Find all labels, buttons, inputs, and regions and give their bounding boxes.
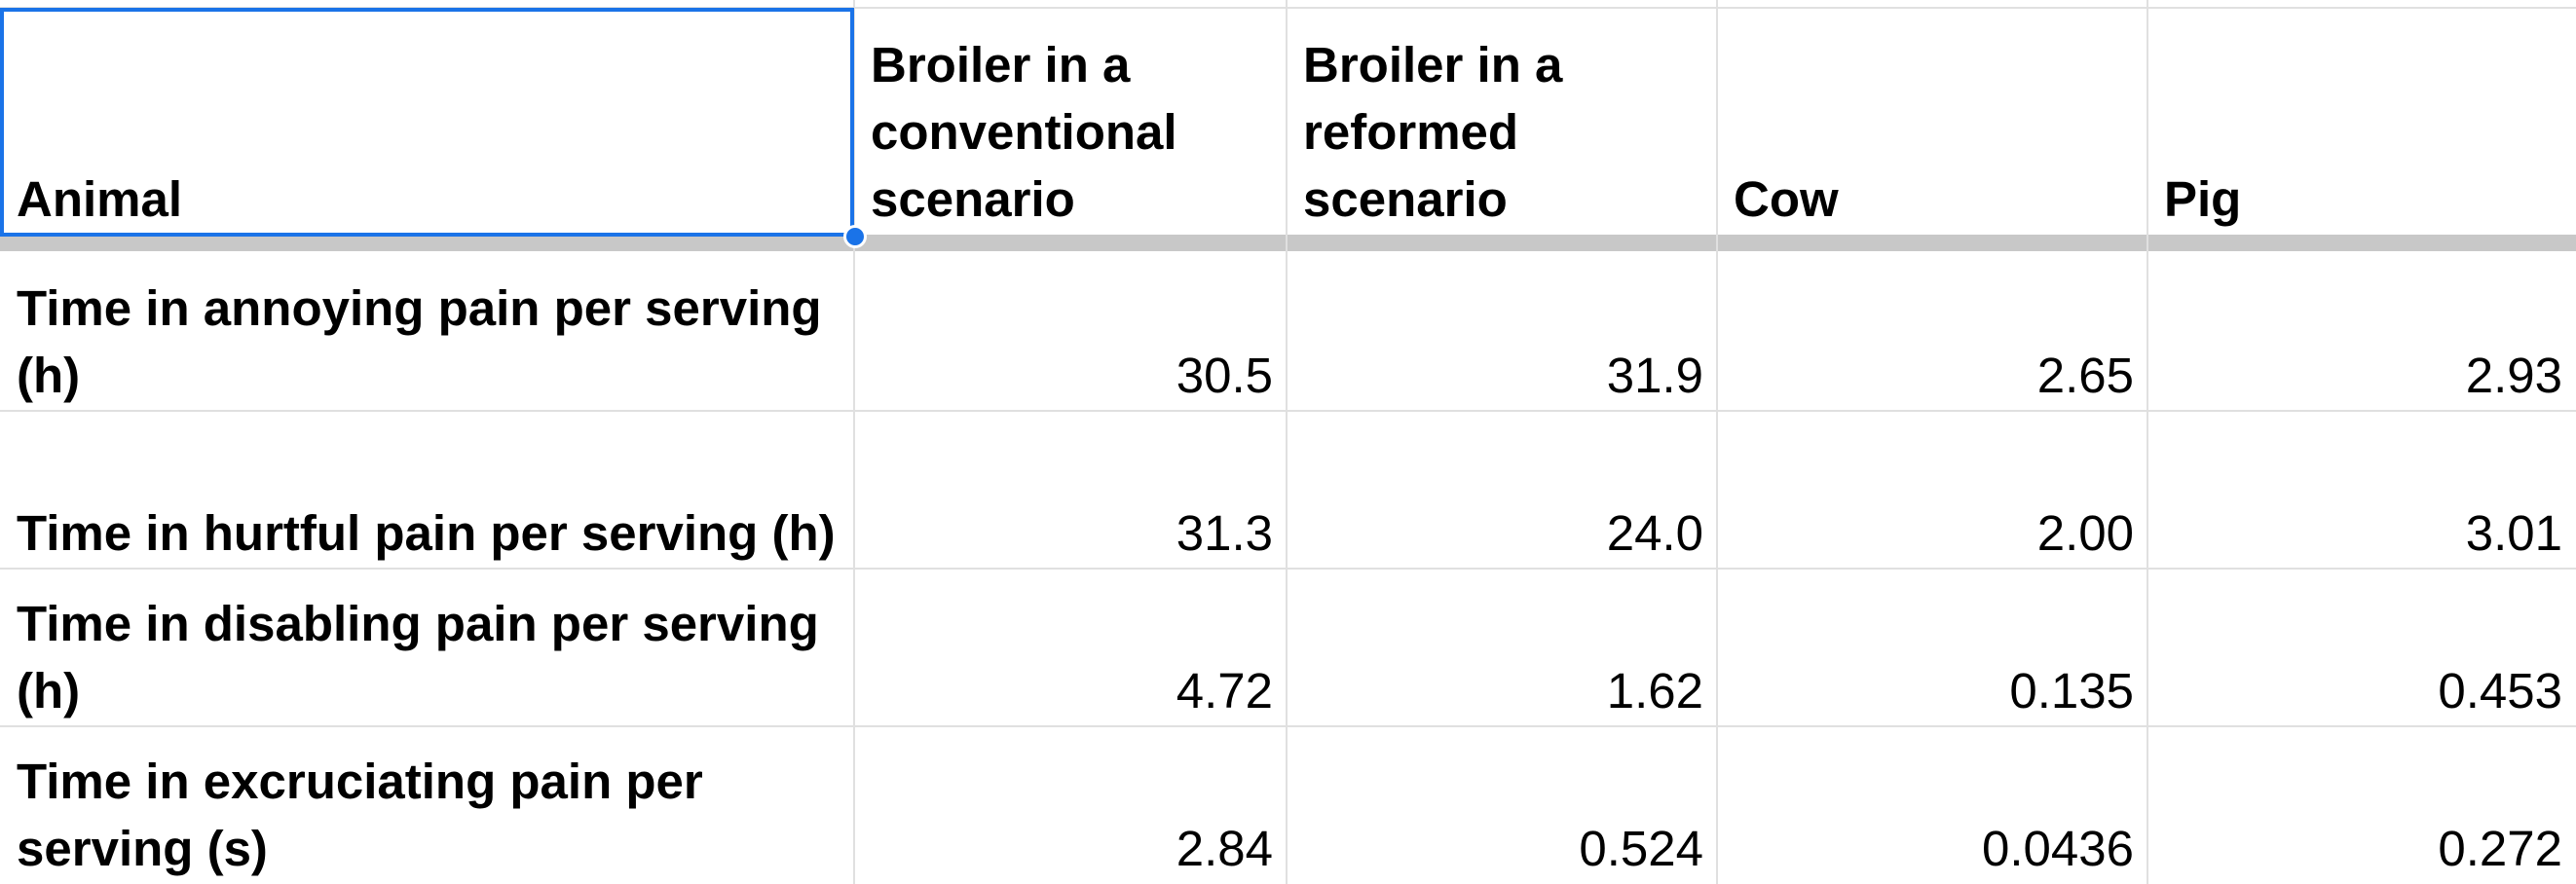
- cell-text: 2.65: [2036, 348, 2134, 403]
- column-divider: [2147, 0, 2148, 884]
- cell-text: Cow: [1734, 171, 1839, 227]
- cell-text: 30.5: [1176, 348, 1273, 403]
- value-cell[interactable]: 0.0436: [1717, 726, 2147, 884]
- cell-text: 2.00: [2036, 505, 2134, 561]
- cell-text: 0.272: [2438, 821, 2562, 876]
- cell-text: Time in hurtful pain per serving (h): [17, 505, 836, 561]
- cell-text: Animal: [17, 171, 183, 227]
- cell-text: 2.84: [1176, 821, 1273, 876]
- cell-text: Broiler in a reformed scenario: [1303, 37, 1563, 227]
- row-label-cell[interactable]: Time in disabling pain per serving (h): [0, 569, 854, 726]
- row-divider: [0, 568, 2576, 570]
- row-divider: [0, 7, 2576, 9]
- row-divider: [0, 725, 2576, 727]
- header-cell[interactable]: Animal: [0, 8, 854, 235]
- column-divider: [1286, 0, 1288, 884]
- value-cell[interactable]: 30.5: [854, 251, 1287, 411]
- selection-border: [0, 8, 854, 237]
- cell-text: Time in annoying pain per serving (h): [17, 280, 822, 403]
- row-label-cell[interactable]: Time in hurtful pain per serving (h): [0, 411, 854, 569]
- column-divider: [1716, 0, 1718, 884]
- cell-text: 4.72: [1176, 663, 1273, 718]
- cell-text: 31.3: [1176, 505, 1273, 561]
- header-cell[interactable]: Broiler in a reformed scenario: [1287, 8, 1717, 235]
- row-label-cell[interactable]: Time in annoying pain per serving (h): [0, 251, 854, 411]
- value-cell[interactable]: 0.272: [2147, 726, 2576, 884]
- value-cell[interactable]: 2.93: [2147, 251, 2576, 411]
- fill-handle[interactable]: [843, 225, 867, 248]
- frozen-row-separator: [0, 235, 2576, 251]
- cell-text: 0.524: [1579, 821, 1703, 876]
- value-cell[interactable]: 2.00: [1717, 411, 2147, 569]
- cell-text: 0.0436: [1982, 821, 2134, 876]
- value-cell[interactable]: 31.3: [854, 411, 1287, 569]
- cell-text: Time in excruciating pain per serving (s…: [17, 754, 703, 876]
- value-cell[interactable]: 24.0: [1287, 411, 1717, 569]
- value-cell[interactable]: 0.453: [2147, 569, 2576, 726]
- cell-text: 0.453: [2438, 663, 2562, 718]
- value-cell[interactable]: 2.84: [854, 726, 1287, 884]
- cell-text: 0.135: [2009, 663, 2134, 718]
- cell-text: Time in disabling pain per serving (h): [17, 596, 819, 718]
- header-cell[interactable]: Pig: [2147, 8, 2576, 235]
- row-divider: [0, 410, 2576, 412]
- value-cell[interactable]: 1.62: [1287, 569, 1717, 726]
- cell-text: 1.62: [1606, 663, 1703, 718]
- value-cell[interactable]: 0.524: [1287, 726, 1717, 884]
- value-cell[interactable]: 2.65: [1717, 251, 2147, 411]
- cell-text: Pig: [2164, 171, 2242, 227]
- cell-text: 24.0: [1606, 505, 1703, 561]
- cell-text: 3.01: [2465, 505, 2562, 561]
- header-cell[interactable]: Cow: [1717, 8, 2147, 235]
- value-cell[interactable]: 3.01: [2147, 411, 2576, 569]
- value-cell[interactable]: 31.9: [1287, 251, 1717, 411]
- row-label-cell[interactable]: Time in excruciating pain per serving (s…: [0, 726, 854, 884]
- cell-text: Broiler in a conventional scenario: [871, 37, 1177, 227]
- cell-text: 31.9: [1606, 348, 1703, 403]
- column-divider: [853, 0, 855, 884]
- value-cell[interactable]: 4.72: [854, 569, 1287, 726]
- header-cell[interactable]: Broiler in a conventional scenario: [854, 8, 1287, 235]
- value-cell[interactable]: 0.135: [1717, 569, 2147, 726]
- cell-text: 2.93: [2465, 348, 2562, 403]
